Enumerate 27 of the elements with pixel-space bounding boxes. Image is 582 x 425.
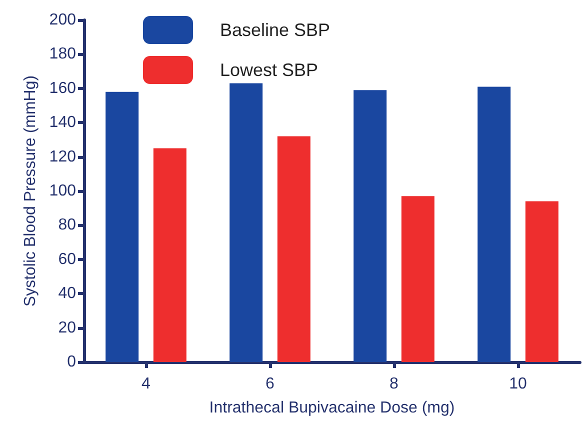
y-tick-label: 160 (49, 80, 76, 97)
x-tick-label: 8 (390, 376, 399, 392)
bar (354, 90, 387, 362)
legend-label: Lowest SBP (220, 60, 318, 80)
y-tick-label: 180 (49, 46, 76, 63)
legend-label: Baseline SBP (220, 20, 330, 40)
bar (277, 136, 310, 362)
x-tick-label: 4 (142, 376, 151, 392)
bar (401, 196, 434, 362)
y-tick-label: 60 (58, 250, 76, 268)
x-tick-label: 10 (509, 376, 527, 392)
y-tick-label: 140 (49, 114, 76, 132)
y-axis-title: Systolic Blood Pressure (mmHg) (22, 75, 39, 307)
bar (153, 148, 186, 362)
y-tick-label: 200 (49, 12, 76, 28)
bar (525, 201, 558, 362)
y-tick-label: 100 (49, 182, 76, 200)
bar (106, 92, 139, 362)
x-tick-label: 6 (266, 376, 275, 392)
y-tick-label: 120 (49, 148, 76, 166)
y-tick-label: 20 (58, 319, 76, 336)
bar (230, 83, 263, 362)
y-tick-label: 40 (58, 285, 76, 302)
y-tick-label: 0 (67, 354, 76, 370)
y-tick-label: 80 (58, 216, 76, 234)
bar (478, 86, 511, 362)
x-axis-title: Intrathecal Bupivacaine Dose (mg) (209, 400, 455, 416)
